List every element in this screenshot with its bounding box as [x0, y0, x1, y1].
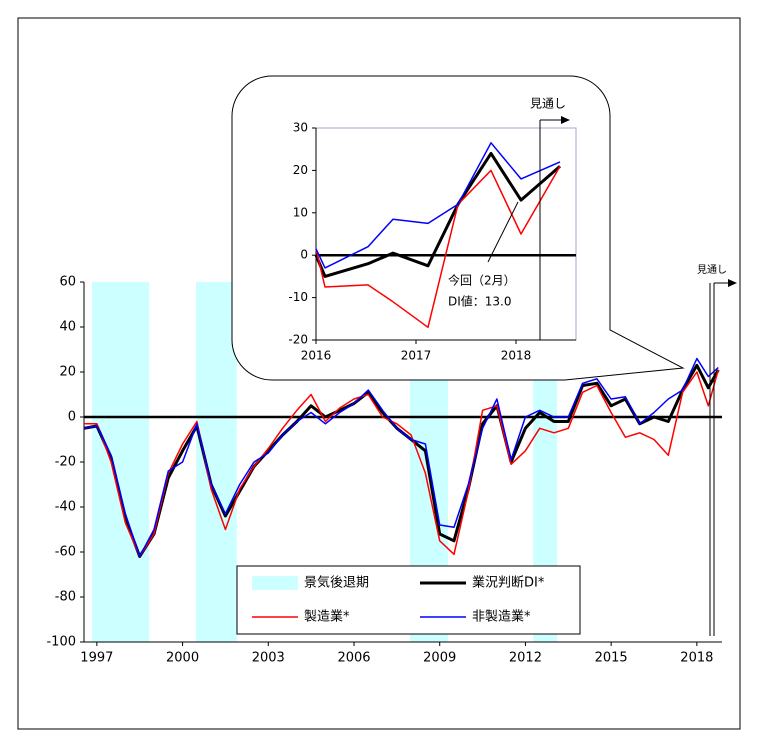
series-line	[314, 151, 561, 278]
legend-label: 景気後退期	[304, 575, 369, 591]
arrow-head	[561, 116, 570, 124]
legend-swatch	[252, 576, 298, 590]
series-line	[83, 357, 719, 558]
y-tick-label: 0	[300, 248, 308, 262]
forecast-label: 見通し	[530, 97, 566, 111]
y-tick-label: -10	[288, 290, 308, 304]
x-tick-label: 2015	[595, 651, 628, 666]
y-tick-label: 30	[293, 121, 308, 135]
y-tick-label: -20	[55, 455, 76, 470]
legend-label: 業況判断DI*	[472, 575, 545, 591]
legend: 景気後退期 業況判断DI* 製造業* 非製造業*	[236, 565, 581, 635]
legend-label: 非製造業*	[472, 609, 531, 625]
annotation: DI値：13.0	[448, 294, 512, 309]
x-tick-label: 2003	[252, 651, 285, 666]
x-tick-label: 2000	[166, 651, 199, 666]
y-tick-label: -100	[46, 635, 76, 650]
annotation-arrow	[487, 201, 519, 263]
y-tick-label: 60	[59, 275, 76, 290]
x-tick-label: 2006	[337, 651, 370, 666]
x-tick-label: 2018	[501, 349, 532, 363]
x-tick-label: 1997	[80, 651, 113, 666]
series-line	[315, 165, 561, 329]
y-tick-label: 20	[59, 365, 76, 380]
series-line	[83, 363, 720, 558]
x-tick-label: 2012	[509, 651, 542, 666]
y-tick-label: -40	[55, 500, 76, 515]
y-tick-label: -80	[55, 590, 76, 605]
y-tick-label: 40	[59, 320, 76, 335]
x-tick-label: 2017	[401, 349, 432, 363]
frame	[17, 17, 741, 730]
y-tick-label: 10	[293, 205, 308, 219]
y-tick-label: -20	[288, 333, 308, 347]
y-tick-label: 20	[293, 163, 308, 177]
x-tick-label: 2018	[680, 651, 713, 666]
y-tick-label: -60	[55, 545, 76, 560]
recession-band	[196, 282, 237, 642]
callout	[231, 75, 685, 381]
y-tick-label: 0	[68, 410, 76, 425]
legend-label: 製造業*	[304, 609, 350, 625]
annotation: 今回（2月）	[448, 273, 516, 288]
x-tick-label: 2009	[423, 651, 456, 666]
x-tick-label: 2016	[301, 349, 332, 363]
arrow-head	[728, 279, 737, 287]
inset-chart: -20 -10 0 10 20 30 2016 2017 2018	[288, 121, 577, 363]
series-line	[84, 369, 720, 558]
recession-band	[92, 282, 150, 642]
series-line	[315, 142, 561, 269]
forecast-label: 見通し	[697, 264, 727, 276]
